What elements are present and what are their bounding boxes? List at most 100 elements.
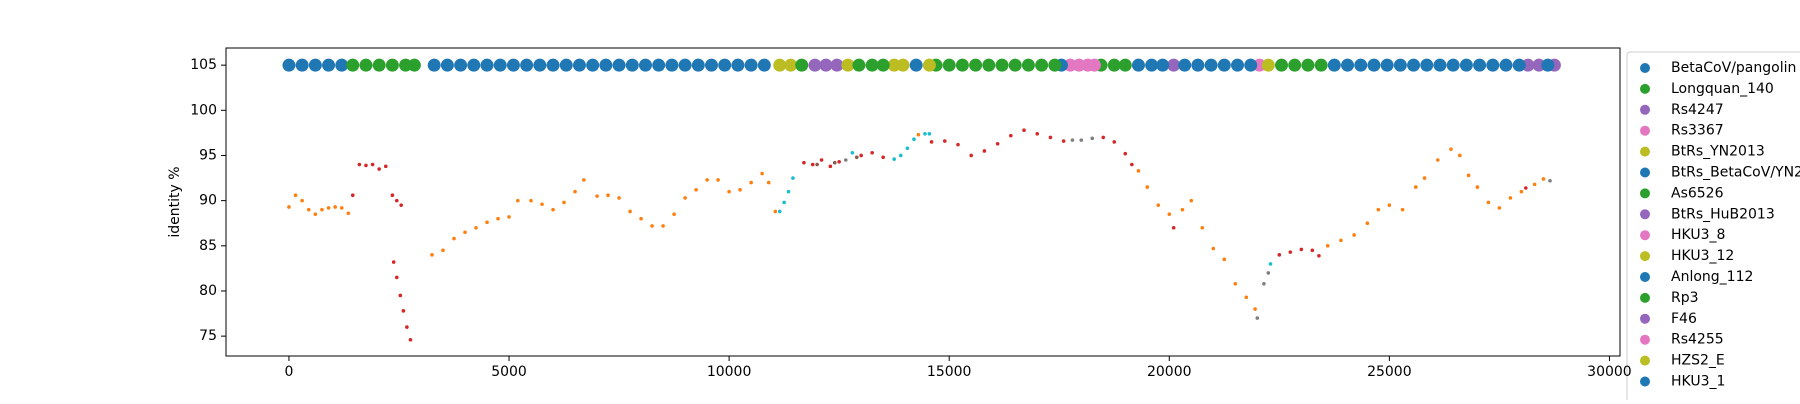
point (909, 58, 923, 72)
point (639, 216, 643, 221)
legend-marker (1640, 63, 1650, 73)
point (1262, 281, 1266, 286)
point (1301, 58, 1315, 72)
point (810, 162, 815, 167)
point (665, 58, 679, 72)
point (923, 132, 927, 136)
point (1107, 58, 1121, 72)
point (1422, 176, 1427, 180)
point (467, 58, 481, 72)
point (815, 162, 819, 167)
point (929, 140, 934, 144)
point (405, 325, 409, 329)
point (757, 58, 771, 72)
legend-marker (1640, 83, 1650, 94)
point (628, 209, 632, 214)
point (718, 58, 732, 72)
point (1021, 58, 1035, 72)
point (1508, 196, 1513, 200)
point (408, 337, 413, 342)
point (942, 139, 947, 143)
point (678, 58, 692, 72)
point (1433, 58, 1447, 72)
legend-label: HZS2_E (1671, 353, 1725, 369)
point (896, 58, 910, 72)
point (905, 146, 910, 151)
point (506, 58, 520, 72)
point (784, 58, 798, 72)
point (1233, 281, 1238, 286)
point (1022, 128, 1026, 132)
point (694, 188, 698, 192)
point (1222, 257, 1227, 262)
point (612, 58, 626, 72)
point (1393, 58, 1407, 72)
point (727, 189, 731, 194)
point (1009, 133, 1013, 138)
point (1145, 58, 1159, 72)
point (1131, 58, 1145, 72)
point (480, 58, 494, 72)
point (870, 150, 874, 155)
point (300, 198, 304, 203)
point (306, 207, 311, 212)
point (1413, 185, 1418, 189)
point (773, 58, 787, 72)
point (1180, 207, 1185, 212)
legend-marker (1640, 230, 1650, 241)
point (995, 141, 1000, 146)
point (1473, 58, 1487, 72)
point (540, 202, 544, 207)
point (852, 58, 866, 72)
legend-marker (1640, 104, 1650, 115)
point (1244, 58, 1258, 72)
legend-label: Longquan_140 (1671, 81, 1774, 97)
point (819, 58, 833, 72)
point (440, 58, 454, 72)
point (1339, 238, 1343, 243)
point (1459, 58, 1473, 72)
point (1230, 58, 1244, 72)
point (529, 198, 533, 203)
point (777, 209, 782, 214)
point (320, 207, 324, 212)
point (493, 58, 507, 72)
x-tick-label: 30000 (1587, 364, 1632, 380)
point (1268, 262, 1273, 266)
point (485, 220, 489, 225)
point (350, 193, 355, 198)
point (786, 189, 791, 194)
point (441, 248, 445, 253)
point (394, 198, 399, 203)
point (1008, 58, 1022, 72)
point (562, 200, 566, 205)
point (295, 58, 309, 72)
point (922, 58, 936, 72)
point (731, 58, 745, 72)
point (385, 58, 399, 72)
point (1548, 178, 1552, 183)
point (293, 193, 298, 198)
legend-marker (1640, 188, 1650, 199)
legend-marker (1640, 125, 1650, 136)
point (819, 158, 824, 162)
point (370, 162, 375, 167)
x-tick-label: 10000 (707, 364, 752, 380)
point (322, 58, 336, 72)
legend-marker (1640, 146, 1650, 157)
point (859, 153, 863, 158)
point (1079, 138, 1084, 142)
point (1354, 58, 1368, 72)
point (559, 58, 573, 72)
point (582, 178, 586, 182)
point (1466, 173, 1471, 178)
point (335, 58, 349, 72)
point (782, 200, 786, 205)
point (346, 211, 351, 216)
legend-marker (1640, 251, 1650, 262)
point (1497, 206, 1502, 210)
point (650, 224, 654, 228)
point (881, 155, 885, 160)
point (1317, 253, 1321, 258)
